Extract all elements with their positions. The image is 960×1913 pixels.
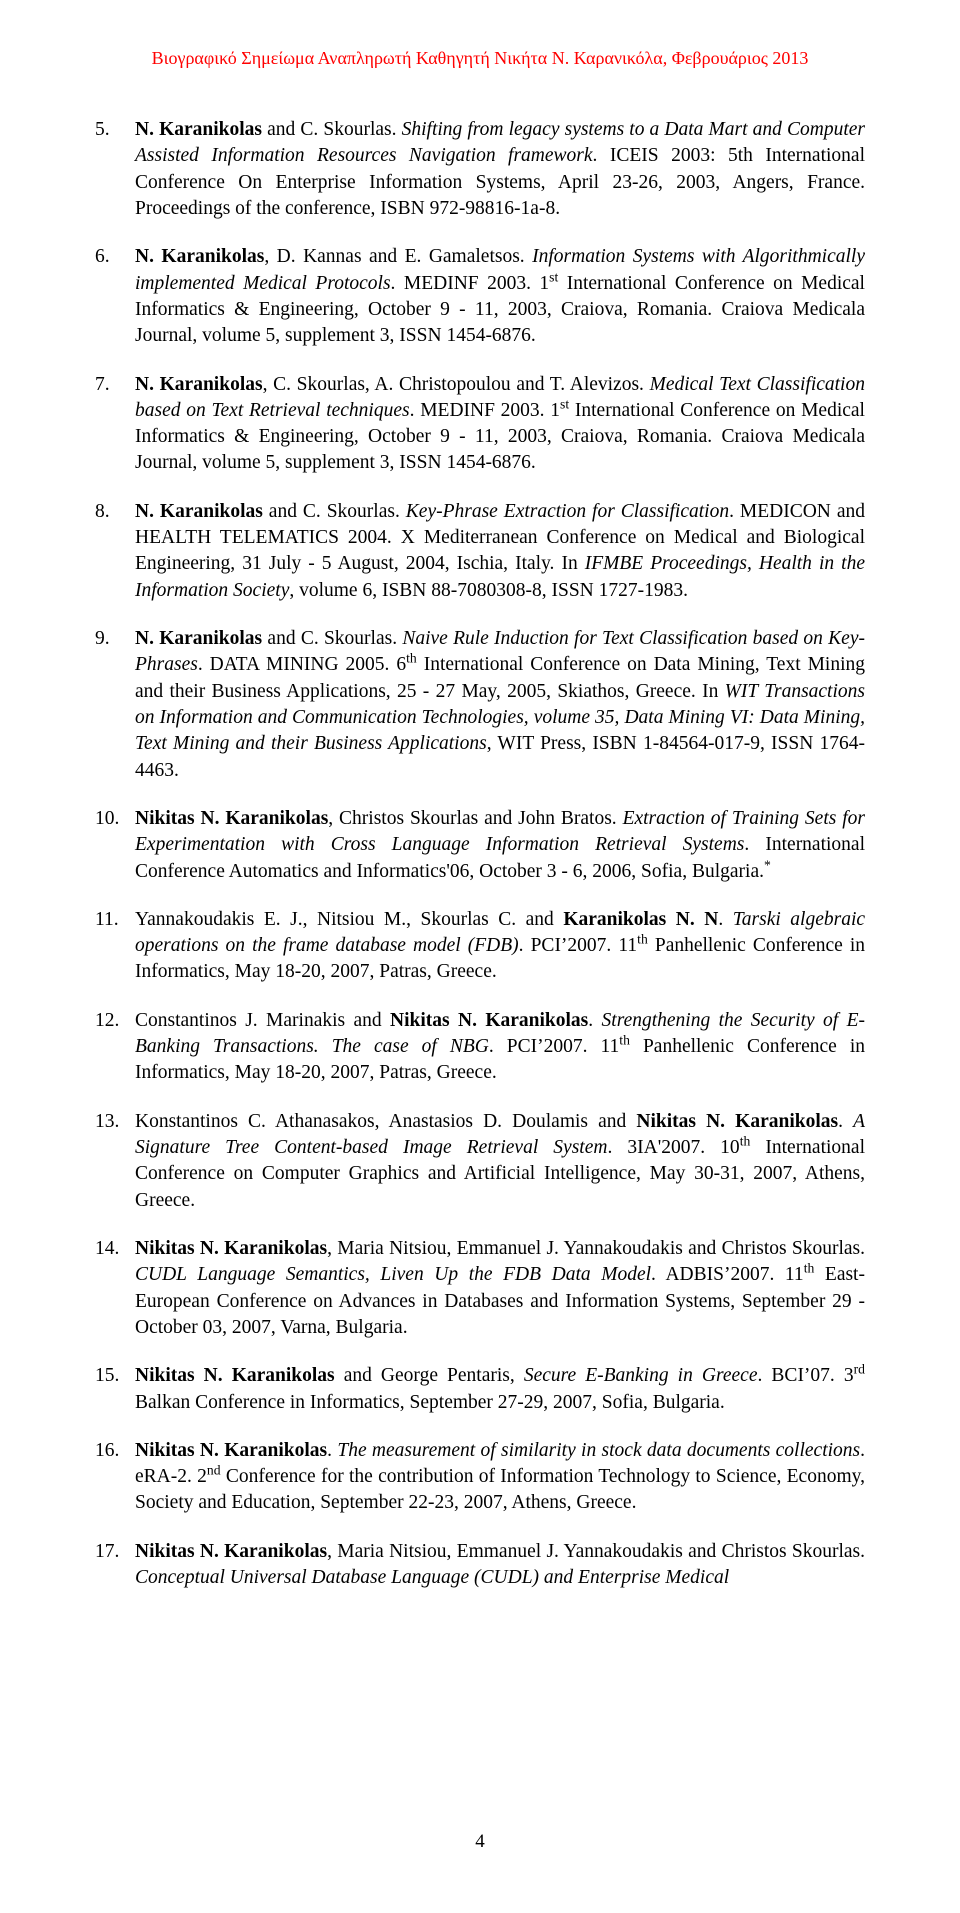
text-segment: CUDL Language Semantics, Liven Up the FD… — [135, 1264, 651, 1285]
reference-item: 17.Nikitas N. Karanikolas, Maria Nitsiou… — [95, 1539, 865, 1592]
reference-list: 5.N. Karanikolas and C. Skourlas. Shifti… — [95, 117, 865, 1591]
text-segment: th — [619, 1033, 630, 1048]
text-segment: . — [588, 1010, 601, 1031]
reference-body: Nikitas N. Karanikolas and George Pentar… — [135, 1363, 865, 1416]
text-segment: N. Karanikolas — [135, 374, 263, 395]
text-segment: st — [549, 269, 558, 284]
text-segment: . — [327, 1440, 337, 1461]
reference-number: 12. — [95, 1008, 135, 1087]
text-segment: , D. Kannas and E. Gamaletsos. — [264, 246, 532, 267]
text-segment: Nikitas N. Karanikolas — [135, 1365, 335, 1386]
text-segment: , volume 6, ISBN 88-7080308-8, ISSN 1727… — [289, 580, 688, 601]
reference-body: Yannakoudakis E. J., Nitsiou M., Skourla… — [135, 907, 865, 986]
text-segment: th — [804, 1261, 815, 1276]
reference-item: 14.Nikitas N. Karanikolas, Maria Nitsiou… — [95, 1236, 865, 1341]
reference-number: 16. — [95, 1438, 135, 1517]
text-segment: Nikitas N. Karanikolas — [135, 1440, 327, 1461]
reference-item: 11.Yannakoudakis E. J., Nitsiou M., Skou… — [95, 907, 865, 986]
text-segment: Karanikolas N. N — [563, 909, 718, 930]
reference-item: 10.Nikitas N. Karanikolas, Christos Skou… — [95, 806, 865, 885]
reference-item: 15.Nikitas N. Karanikolas and George Pen… — [95, 1363, 865, 1416]
reference-body: N. Karanikolas and C. Skourlas. Naive Ru… — [135, 626, 865, 784]
text-segment: Secure E-Banking in Greece — [524, 1365, 758, 1386]
reference-number: 14. — [95, 1236, 135, 1341]
reference-body: N. Karanikolas and C. Skourlas. Shifting… — [135, 117, 865, 222]
text-segment: . — [718, 909, 732, 930]
text-segment: . MEDINF 2003. 1 — [391, 273, 550, 294]
reference-body: N. Karanikolas, D. Kannas and E. Gamalet… — [135, 244, 865, 349]
text-segment: Yannakoudakis E. J., Nitsiou M., Skourla… — [135, 909, 563, 930]
text-segment: Nikitas N. Karanikolas — [135, 1541, 327, 1562]
text-segment: , C. Skourlas, A. Christopoulou and T. A… — [263, 374, 650, 395]
text-segment: . PCI’2007. 11 — [489, 1036, 619, 1057]
text-segment: * — [764, 857, 771, 872]
text-segment: and C. Skourlas. — [262, 119, 402, 140]
reference-number: 17. — [95, 1539, 135, 1592]
reference-item: 5.N. Karanikolas and C. Skourlas. Shifti… — [95, 117, 865, 222]
reference-body: Nikitas N. Karanikolas. The measurement … — [135, 1438, 865, 1517]
text-segment: st — [560, 396, 569, 411]
text-segment: Key-Phrase Extraction for Classification — [406, 501, 729, 522]
text-segment: N. Karanikolas — [135, 628, 262, 649]
reference-number: 15. — [95, 1363, 135, 1416]
page-header: Βιογραφικό Σημείωμα Αναπληρωτή Καθηγητή … — [95, 48, 865, 69]
reference-body: N. Karanikolas and C. Skourlas. Key-Phra… — [135, 499, 865, 604]
text-segment: Conceptual Universal Database Language (… — [135, 1567, 729, 1588]
reference-body: Nikitas N. Karanikolas, Maria Nitsiou, E… — [135, 1236, 865, 1341]
reference-body: Constantinos J. Marinakis and Nikitas N.… — [135, 1008, 865, 1087]
text-segment: Nikitas N. Karanikolas — [390, 1010, 588, 1031]
text-segment: and C. Skourlas. — [263, 501, 406, 522]
text-segment: Konstantinos C. Athanasakos, Anastasios … — [135, 1111, 636, 1132]
text-segment: Nikitas N. Karanikolas — [636, 1111, 838, 1132]
text-segment: . — [838, 1111, 853, 1132]
text-segment: N. Karanikolas — [135, 246, 264, 267]
text-segment: , Christos Skourlas and John Bratos. — [328, 808, 622, 829]
text-segment: , Maria Nitsiou, Emmanuel J. Yannakoudak… — [327, 1541, 865, 1562]
reference-item: 13.Konstantinos C. Athanasakos, Anastasi… — [95, 1109, 865, 1214]
page-number: 4 — [95, 1831, 865, 1853]
page: Βιογραφικό Σημείωμα Αναπληρωτή Καθηγητή … — [0, 0, 960, 1913]
reference-item: 8.N. Karanikolas and C. Skourlas. Key-Ph… — [95, 499, 865, 604]
reference-item: 16.Nikitas N. Karanikolas. The measureme… — [95, 1438, 865, 1517]
reference-body: Nikitas N. Karanikolas, Christos Skourla… — [135, 806, 865, 885]
text-segment: . DATA MINING 2005. 6 — [198, 654, 406, 675]
reference-number: 13. — [95, 1109, 135, 1214]
reference-number: 6. — [95, 244, 135, 349]
reference-number: 11. — [95, 907, 135, 986]
text-segment: th — [740, 1134, 751, 1149]
text-segment: Balkan Conference in Informatics, Septem… — [135, 1392, 725, 1413]
text-segment: The measurement of similarity in stock d… — [337, 1440, 860, 1461]
text-segment: . PCI’2007. 11 — [519, 935, 638, 956]
reference-number: 7. — [95, 372, 135, 477]
reference-body: Nikitas N. Karanikolas, Maria Nitsiou, E… — [135, 1539, 865, 1592]
text-segment: . BCI’07. 3 — [757, 1365, 853, 1386]
text-segment: nd — [207, 1463, 221, 1478]
text-segment: Nikitas N. Karanikolas — [135, 1238, 327, 1259]
text-segment: Conference for the contribution of Infor… — [135, 1466, 865, 1513]
text-segment: . 3IA'2007. 10 — [607, 1137, 739, 1158]
text-segment: th — [637, 932, 648, 947]
reference-item: 6.N. Karanikolas, D. Kannas and E. Gamal… — [95, 244, 865, 349]
text-segment: . ADBIS’2007. 11 — [651, 1264, 804, 1285]
text-segment: Nikitas N. Karanikolas — [135, 808, 328, 829]
reference-item: 12.Constantinos J. Marinakis and Nikitas… — [95, 1008, 865, 1087]
text-segment: and C. Skourlas. — [262, 628, 402, 649]
text-segment: and George Pentaris, — [335, 1365, 524, 1386]
text-segment: th — [406, 651, 417, 666]
reference-item: 7.N. Karanikolas, C. Skourlas, A. Christ… — [95, 372, 865, 477]
reference-number: 8. — [95, 499, 135, 604]
text-segment: N. Karanikolas — [135, 119, 262, 140]
text-segment: , Maria Nitsiou, Emmanuel J. Yannakoudak… — [327, 1238, 865, 1259]
text-segment: rd — [854, 1362, 865, 1377]
text-segment: . MEDINF 2003. 1 — [410, 400, 560, 421]
reference-number: 9. — [95, 626, 135, 784]
text-segment: Constantinos J. Marinakis and — [135, 1010, 390, 1031]
reference-body: Konstantinos C. Athanasakos, Anastasios … — [135, 1109, 865, 1214]
reference-number: 5. — [95, 117, 135, 222]
reference-item: 9.N. Karanikolas and C. Skourlas. Naive … — [95, 626, 865, 784]
reference-body: N. Karanikolas, C. Skourlas, A. Christop… — [135, 372, 865, 477]
reference-number: 10. — [95, 806, 135, 885]
text-segment: N. Karanikolas — [135, 501, 263, 522]
